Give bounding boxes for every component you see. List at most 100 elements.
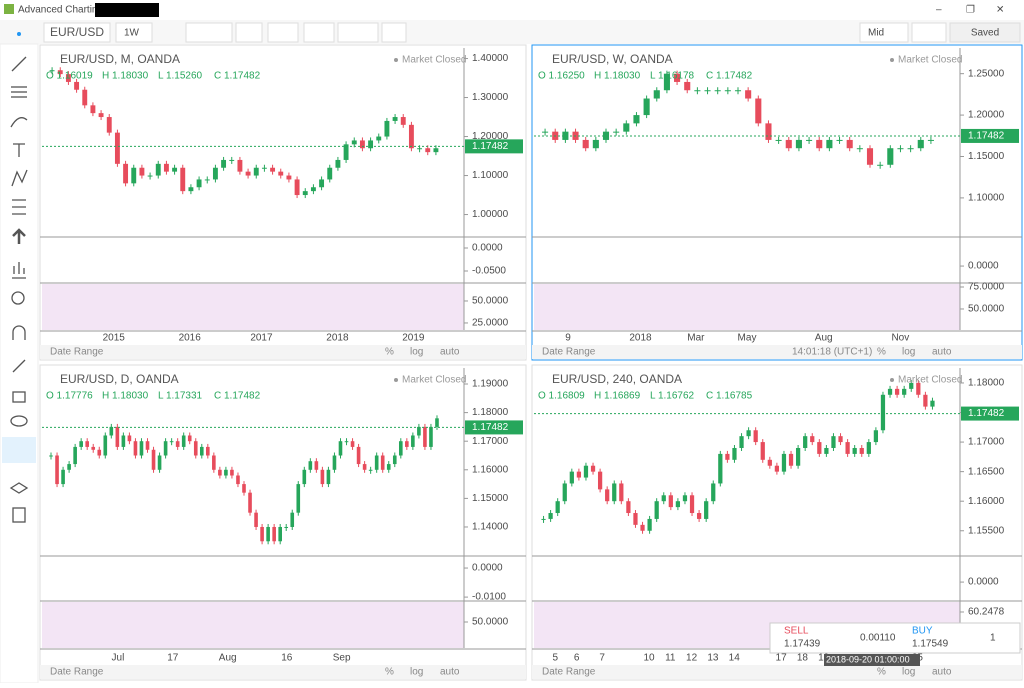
candle-body bbox=[542, 131, 549, 133]
footer-item[interactable]: log bbox=[410, 667, 423, 678]
candle-body bbox=[384, 120, 390, 137]
candle-body bbox=[145, 441, 150, 450]
ohlc: L 1.16762 bbox=[650, 391, 695, 402]
layout[interactable] bbox=[911, 22, 947, 43]
price-tick-label: 50.0000 bbox=[472, 296, 509, 307]
x-tick-label: 7 bbox=[599, 653, 605, 664]
candle-body bbox=[633, 115, 640, 124]
x-tick-label: May bbox=[738, 333, 757, 344]
candle-body bbox=[278, 171, 284, 176]
redacted bbox=[95, 3, 159, 17]
candle-body bbox=[653, 90, 660, 99]
footer-item[interactable]: % bbox=[877, 667, 886, 678]
candle-body bbox=[909, 382, 914, 389]
candle-body bbox=[623, 123, 630, 132]
quantity[interactable]: 1 bbox=[990, 633, 996, 644]
sell-price[interactable]: 1.17439 bbox=[784, 639, 821, 650]
candle-body bbox=[425, 148, 431, 153]
win-max[interactable]: ❐ bbox=[966, 5, 975, 16]
candle-body bbox=[894, 388, 900, 395]
footer-item[interactable]: log bbox=[902, 667, 915, 678]
undo-redo[interactable] bbox=[337, 22, 379, 43]
compare[interactable] bbox=[303, 22, 335, 43]
symbol-box[interactable] bbox=[43, 22, 111, 43]
rsi-pane bbox=[42, 602, 464, 648]
footer-item[interactable]: auto bbox=[932, 667, 952, 678]
price-tick-label: 1.40000 bbox=[472, 53, 509, 64]
footer-item[interactable]: 14:01:18 (UTC+1) bbox=[792, 347, 872, 358]
candle-body bbox=[188, 187, 194, 192]
candle-body bbox=[224, 469, 228, 476]
candle-body bbox=[541, 518, 546, 520]
save-button[interactable] bbox=[949, 22, 1021, 43]
candle-body bbox=[253, 167, 259, 176]
indicators[interactable] bbox=[267, 22, 299, 43]
settings[interactable] bbox=[235, 22, 263, 43]
last-price-label: 1.17482 bbox=[472, 422, 509, 433]
candle-body bbox=[206, 446, 210, 456]
price-tick-label: 1.15500 bbox=[968, 525, 1005, 536]
candle-body bbox=[163, 441, 168, 456]
buy-label[interactable]: BUY bbox=[912, 626, 933, 637]
buy-price[interactable]: 1.17549 bbox=[912, 639, 949, 650]
ohlc: C 1.17482 bbox=[706, 71, 753, 82]
footer-item[interactable]: auto bbox=[932, 347, 952, 358]
footer-item[interactable]: log bbox=[410, 347, 423, 358]
time-label: 2018-09-20 01:00:00 bbox=[826, 654, 910, 664]
candle-body bbox=[548, 513, 553, 519]
candle-body bbox=[852, 447, 857, 454]
candle-body bbox=[356, 446, 361, 465]
fullscreen[interactable] bbox=[381, 22, 407, 43]
candle-body bbox=[218, 469, 222, 476]
last-price-badge bbox=[465, 139, 523, 154]
ohlc: H 1.18030 bbox=[102, 391, 149, 402]
x-tick-label: 14 bbox=[729, 653, 741, 664]
candle-body bbox=[67, 464, 71, 470]
sell-label[interactable]: SELL bbox=[784, 626, 809, 637]
candle-body bbox=[684, 81, 691, 91]
candle-body bbox=[824, 447, 829, 454]
candle-body bbox=[917, 139, 924, 149]
footer-item[interactable]: % bbox=[385, 347, 394, 358]
candle-body bbox=[296, 484, 301, 513]
candle-body bbox=[555, 501, 560, 514]
footer-item: Date Range bbox=[50, 347, 104, 358]
footer-item[interactable]: auto bbox=[440, 667, 460, 678]
candle-body bbox=[417, 426, 421, 436]
panel-title: EUR/USD, M, OANDA bbox=[60, 52, 180, 66]
x-tick-label: 2018 bbox=[326, 333, 349, 344]
market-status: Market Closed bbox=[898, 55, 962, 66]
footer-item[interactable]: % bbox=[385, 667, 394, 678]
footer-item[interactable]: % bbox=[877, 347, 886, 358]
interval-box[interactable] bbox=[115, 22, 153, 43]
last-price-badge bbox=[961, 128, 1019, 143]
win-close[interactable]: ✕ bbox=[996, 5, 1004, 16]
candle-body bbox=[887, 388, 893, 395]
chart-type[interactable] bbox=[185, 22, 233, 43]
candle-body bbox=[806, 139, 813, 141]
x-tick-label: 10 bbox=[643, 653, 655, 664]
candle-body bbox=[923, 394, 928, 407]
price-tick-label: 1.16000 bbox=[968, 496, 1005, 507]
candle-body bbox=[302, 469, 307, 485]
candle-body bbox=[175, 441, 180, 447]
footer-item[interactable]: log bbox=[902, 347, 915, 358]
candle-body bbox=[123, 163, 129, 184]
last-price-label: 1.17482 bbox=[968, 408, 1005, 419]
candle-body bbox=[576, 471, 582, 478]
candle-body bbox=[668, 495, 673, 508]
candle-body bbox=[429, 426, 433, 447]
footer-item[interactable]: auto bbox=[440, 347, 460, 358]
candle-body bbox=[386, 464, 391, 470]
price-tick-label: 1.16000 bbox=[472, 464, 509, 475]
save: Saved bbox=[971, 28, 999, 39]
win-min[interactable]: – bbox=[936, 5, 942, 16]
candle-body bbox=[57, 70, 63, 75]
price-type-box[interactable] bbox=[859, 22, 909, 43]
ohlc: H 1.18030 bbox=[594, 71, 641, 82]
candle-body bbox=[278, 526, 282, 542]
candle-body bbox=[79, 441, 83, 447]
candle-body bbox=[826, 139, 833, 149]
candle-body bbox=[640, 524, 645, 531]
